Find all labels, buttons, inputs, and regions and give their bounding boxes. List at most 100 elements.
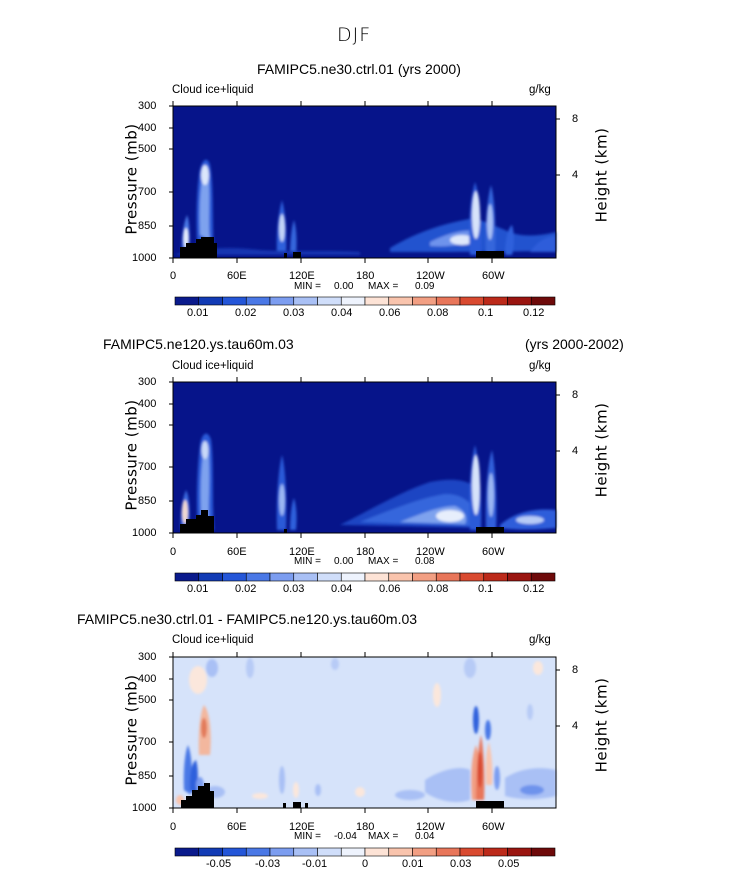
panel1-topography <box>284 253 287 258</box>
panel2-title: FAMIPC5.ne120.ys.tau60m.03 <box>103 336 294 352</box>
panel2-cbar-label: 0.12 <box>523 583 545 595</box>
panel3-topography <box>293 802 301 808</box>
panel3-xtick: 120E <box>289 821 315 833</box>
panel3-cbar-label: 0.03 <box>450 858 472 870</box>
panel3-xtick: 180 <box>356 821 375 833</box>
panel2-topography <box>284 529 287 533</box>
panel2-cloud-features <box>180 433 556 530</box>
panel1-xtick: 180 <box>356 270 375 282</box>
panel2-cbar-label: 0.08 <box>427 583 449 595</box>
colorbar-swatch <box>507 847 532 857</box>
colorbar-swatch <box>174 847 200 857</box>
panel1-ytick: 850 <box>138 220 157 232</box>
panel3-title: FAMIPC5.ne30.ctrl.01 - FAMIPC5.ne120.ys.… <box>77 611 418 627</box>
panel2-topography <box>180 510 214 533</box>
panel2-ytick: 700 <box>138 461 157 473</box>
panel3-cbar-label: 0 <box>362 858 369 870</box>
panel2-ytick: 400 <box>138 398 157 410</box>
colorbar-swatch <box>530 847 556 857</box>
panel3-min-label: MIN = <box>294 831 321 842</box>
panel3-cbar-label: -0.03 <box>255 858 281 870</box>
panel2-max-value: 0.08 <box>415 556 435 567</box>
panel1-units-label: g/kg <box>529 84 551 96</box>
panel3-xtick: 120W <box>416 821 445 833</box>
panel2-xtick: 60W <box>482 546 505 558</box>
panel1-min-label: MIN = <box>294 281 321 292</box>
panel3-topography <box>181 783 214 808</box>
panel2-ytick: 500 <box>138 419 157 431</box>
panel3-ytick: 400 <box>138 673 157 685</box>
colorbar-swatch <box>459 847 485 857</box>
panel3-ytick: 850 <box>138 770 157 782</box>
panel3-max-label: MAX = <box>368 831 399 842</box>
panel1-topography <box>476 251 504 258</box>
panel3-topography <box>476 801 504 808</box>
panel2-yrtick: 8 <box>572 389 579 401</box>
panel3-variable-label: Cloud ice+liquid <box>172 634 254 646</box>
panel2-xtick: 120W <box>416 546 445 558</box>
panel1-max-value: 0.09 <box>415 281 435 292</box>
panel1-variable-label: Cloud ice+liquid <box>172 84 254 96</box>
panel3-ytick: 300 <box>138 651 157 663</box>
panel1-ytick: 300 <box>138 100 157 112</box>
panel2-min-value: 0.00 <box>334 556 354 567</box>
colorbar-swatch <box>222 847 247 857</box>
colorbar-swatch <box>293 847 318 857</box>
colorbar-swatch <box>317 847 342 857</box>
colorbar-swatch <box>340 847 366 857</box>
panel2-years: (yrs 2000-2002) <box>525 336 624 352</box>
panel1-ytick: 700 <box>138 186 157 198</box>
panel2-xtick: 60E <box>227 546 247 558</box>
panel1-yrtick: 8 <box>572 113 579 125</box>
panel1-cbar-label: 0.03 <box>283 307 305 319</box>
panel1-ytick: 500 <box>138 143 157 155</box>
panel3-ytick: 1000 <box>132 802 157 814</box>
panel3-cbar-label: -0.05 <box>206 858 232 870</box>
colorbar-swatch <box>364 847 390 857</box>
panel3-min-value: -0.04 <box>334 831 357 842</box>
colorbar-swatch <box>530 296 556 306</box>
panel3-xtick: 60E <box>227 821 247 833</box>
panel2-topography <box>476 527 504 533</box>
colorbar-swatch <box>269 847 295 857</box>
panel2-ytick: 850 <box>138 495 157 507</box>
panel1-ytick: 1000 <box>132 252 157 264</box>
panel2-min-label: MIN = <box>294 556 321 567</box>
figure-title: DJF <box>337 24 372 46</box>
panel3-cbar-label: 0.01 <box>402 858 424 870</box>
panel1-xtick: 60W <box>482 270 505 282</box>
panel1-xtick: 120W <box>416 270 445 282</box>
panel3-yrtick: 4 <box>572 720 579 732</box>
panel1-cloud-features <box>173 159 556 255</box>
panel3-units-label: g/kg <box>529 634 551 646</box>
panel2-ytick: 300 <box>138 376 157 388</box>
panel2-ytick: 1000 <box>132 527 157 539</box>
panel2-cbar-label: 0.02 <box>235 583 257 595</box>
panel3-topography <box>283 803 286 808</box>
panel2-yrtick: 4 <box>572 445 579 457</box>
colorbar-swatch <box>412 847 437 857</box>
panel1-cbar-label: 0.01 <box>187 307 209 319</box>
panel1-ytick: 400 <box>138 122 157 134</box>
panel2-units-label: g/kg <box>529 360 551 372</box>
panel3-cbar-label: 0.05 <box>498 858 520 870</box>
panel2-cbar-label: 0.04 <box>331 583 353 595</box>
panel1-cbar-label: 0.1 <box>478 307 494 319</box>
colorbar-swatch <box>530 572 556 582</box>
colorbar-swatch <box>388 847 413 857</box>
panel1-yrtick: 4 <box>572 169 579 181</box>
panel2-xtick: 180 <box>356 546 375 558</box>
panel3-ytick: 500 <box>138 694 157 706</box>
panel1-topography <box>180 237 217 258</box>
panel2-ticks <box>169 377 560 538</box>
panel3-yrtick: 8 <box>572 664 579 676</box>
panel1-min-value: 0.00 <box>334 281 354 292</box>
panel3-topography <box>305 803 308 808</box>
colorbar-swatch <box>245 847 271 857</box>
panel2-max-label: MAX = <box>368 556 399 567</box>
colorbar-swatch <box>435 847 461 857</box>
